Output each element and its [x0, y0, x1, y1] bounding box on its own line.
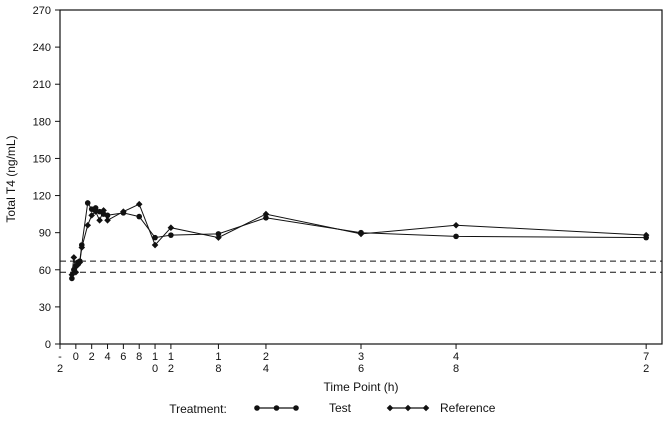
data-point-reference: [78, 244, 86, 251]
x-tick-label: 1: [215, 351, 221, 363]
x-tick-label: 6: [120, 351, 126, 363]
data-point-reference: [104, 216, 111, 224]
legend: Test Reference: [254, 401, 496, 415]
x-tick-label-line2: 8: [215, 363, 221, 375]
data-point-test: [69, 275, 75, 282]
y-axis-title: Total T4 (ng/mL): [4, 135, 18, 222]
x-tick-label: 1: [168, 351, 174, 363]
x-tick-label: 1: [152, 351, 158, 363]
x-tick-label: -: [58, 351, 62, 363]
data-point-reference: [452, 221, 460, 229]
data-point-reference: [84, 221, 92, 229]
y-tick-label: 240: [33, 42, 51, 54]
x-tick-label-line2: 2: [643, 363, 649, 375]
data-point-reference: [642, 231, 650, 239]
y-tick-label: 120: [33, 191, 51, 203]
data-point-reference: [167, 224, 175, 232]
data-point-reference: [92, 208, 99, 215]
legend-marker-reference: [386, 404, 394, 412]
legend-marker-reference: [422, 404, 430, 412]
legend-marker-test: [254, 405, 260, 411]
y-tick-label: 30: [39, 302, 51, 314]
data-point-reference: [70, 254, 78, 261]
x-tick-label-line2: 8: [453, 363, 459, 375]
x-tick-label: 4: [453, 351, 459, 363]
x-tick-label: 7: [643, 351, 649, 363]
data-point-reference: [120, 208, 127, 215]
x-tick-label: 0: [73, 351, 79, 363]
data-point-reference: [96, 216, 103, 224]
x-tick-label-line2: 2: [57, 363, 63, 375]
legend-title: Treatment:: [169, 402, 227, 416]
data-point-test: [453, 233, 459, 240]
data-point-test: [168, 232, 174, 238]
y-tick-label: 0: [45, 339, 51, 351]
legend-label-reference: Reference: [440, 401, 496, 415]
x-tick-label-line2: 0: [152, 363, 158, 375]
data-point-reference: [88, 212, 95, 219]
x-tick-label-line2: 2: [168, 363, 174, 375]
series-line-test: [71, 201, 647, 279]
x-tick-label: 2: [263, 351, 269, 363]
x-tick-label: 2: [89, 351, 95, 363]
data-point-reference: [215, 234, 222, 241]
x-tick-label-line2: 4: [263, 363, 269, 375]
data-point-test: [215, 231, 222, 237]
plot-frame: [59, 9, 663, 345]
data-point-test: [84, 200, 91, 206]
y-tick-label: 150: [33, 153, 51, 165]
data-point-reference: [151, 241, 159, 249]
y-tick-label: 180: [33, 116, 51, 128]
data-point-test: [92, 205, 99, 211]
data-point-reference: [357, 230, 365, 238]
x-axis-title: Time Point (h): [324, 380, 399, 394]
legend-marker-test: [273, 405, 280, 411]
data-point-test: [152, 234, 158, 241]
y-tick-label: 60: [39, 265, 51, 277]
x-tick-label: 8: [136, 351, 142, 363]
data-point-reference: [262, 210, 270, 218]
data-point-test: [263, 215, 269, 221]
data-point-reference: [76, 259, 84, 266]
data-point-reference: [100, 207, 107, 214]
y-tick-label: 210: [33, 79, 51, 91]
data-point-test: [136, 213, 143, 220]
legend-label-test: Test: [329, 401, 352, 415]
x-tick-label: 4: [104, 351, 110, 363]
x-tick-label-line2: 6: [358, 363, 364, 375]
y-tick-label: 90: [39, 228, 51, 240]
series-line-reference: [71, 203, 647, 275]
data-point-reference: [72, 268, 80, 276]
legend-marker-test: [293, 405, 299, 411]
x-tick-label: 3: [358, 351, 364, 363]
data-point-reference: [135, 200, 143, 208]
legend-marker-reference: [404, 404, 412, 412]
y-tick-label: 270: [33, 5, 51, 17]
